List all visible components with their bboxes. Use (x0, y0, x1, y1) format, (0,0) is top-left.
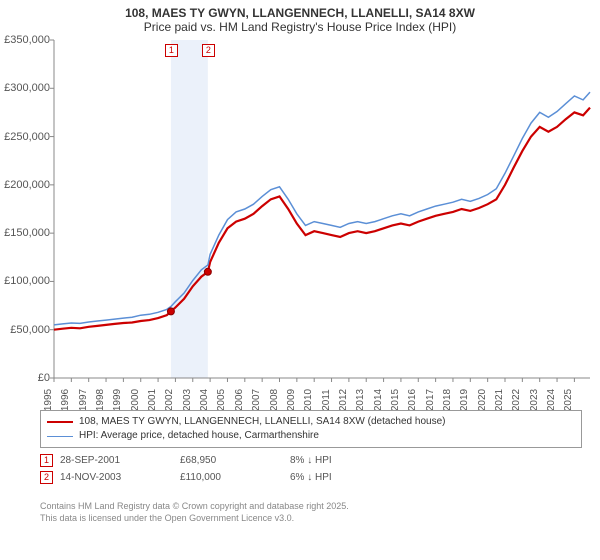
xtick: 2011 (321, 389, 332, 411)
xtick: 2017 (425, 389, 436, 411)
xtick: 2014 (373, 389, 384, 411)
sale-row: 2 14-NOV-2003£110,0006% ↓ HPI (40, 471, 582, 484)
ytick: £50,000 (10, 324, 50, 336)
x-axis: 1995199619971998199920002001200220032004… (54, 378, 590, 400)
sales-table: 1 28-SEP-2001£68,9508% ↓ HPI 2 14-NOV-2003£… (40, 454, 582, 488)
xtick: 2015 (390, 389, 401, 411)
sale-date: 28-SEP-2001 (60, 455, 180, 466)
title-line-1: 108, MAES TY GWYN, LLANGENNECH, LLANELLI… (0, 6, 600, 20)
xtick: 2021 (494, 389, 505, 411)
sale-price: £110,000 (180, 472, 290, 483)
xtick: 2022 (511, 389, 522, 411)
legend-swatch (47, 421, 73, 423)
ytick: £100,000 (4, 275, 50, 287)
footer-line-2: This data is licensed under the Open Gov… (40, 512, 582, 524)
sale-marker-2: 2 (202, 44, 215, 57)
legend-row: HPI: Average price, detached house, Carm… (47, 429, 575, 443)
ytick: £250,000 (4, 131, 50, 143)
sale-price: £68,950 (180, 455, 290, 466)
sale-dot-2 (204, 268, 211, 275)
ytick: £350,000 (4, 34, 50, 46)
sale-row: 1 28-SEP-2001£68,9508% ↓ HPI (40, 454, 582, 467)
sale-marker-1: 1 (165, 44, 178, 57)
legend-swatch (47, 436, 73, 437)
chart-area: £0 £50,000 £100,000 £150,000 £200,000 £250,00… (6, 40, 594, 400)
xtick: 2016 (407, 389, 418, 411)
legend-label: 108, MAES TY GWYN, LLANGENNECH, LLANELLI… (79, 415, 445, 429)
sale-dot-1 (167, 308, 174, 315)
xtick: 2020 (477, 389, 488, 411)
xtick: 2005 (216, 389, 227, 411)
footer-line-1: Contains HM Land Registry data © Crown c… (40, 500, 582, 512)
sale-row-marker: 2 (40, 471, 53, 484)
ytick: £200,000 (4, 179, 50, 191)
xtick: 2001 (147, 389, 158, 411)
ytick: £0 (38, 372, 50, 384)
xtick: 2002 (164, 389, 175, 411)
xtick: 2023 (529, 389, 540, 411)
xtick: 1995 (43, 389, 54, 411)
xtick: 2004 (199, 389, 210, 411)
ytick: £150,000 (4, 227, 50, 239)
xtick: 2010 (303, 389, 314, 411)
xtick: 2019 (459, 389, 470, 411)
footer-attribution: Contains HM Land Registry data © Crown c… (40, 500, 582, 524)
xtick: 2000 (130, 389, 141, 411)
xtick: 2013 (355, 389, 366, 411)
xtick: 2012 (338, 389, 349, 411)
plot-svg (54, 40, 590, 378)
plot-area: 12 (54, 40, 590, 378)
xtick: 1997 (78, 389, 89, 411)
xtick: 2006 (234, 389, 245, 411)
xtick: 1996 (60, 389, 71, 411)
sale-date: 14-NOV-2003 (60, 472, 180, 483)
sale-row-marker: 1 (40, 454, 53, 467)
xtick: 1998 (95, 389, 106, 411)
series-blue (54, 92, 590, 325)
xtick: 2009 (286, 389, 297, 411)
legend: 108, MAES TY GWYN, LLANGENNECH, LLANELLI… (40, 410, 582, 448)
sale-delta: 6% ↓ HPI (290, 472, 400, 483)
legend-label: HPI: Average price, detached house, Carm… (79, 429, 319, 443)
legend-row: 108, MAES TY GWYN, LLANGENNECH, LLANELLI… (47, 415, 575, 429)
chart-title: 108, MAES TY GWYN, LLANGENNECH, LLANELLI… (0, 0, 600, 36)
xtick: 2024 (546, 389, 557, 411)
xtick: 2018 (442, 389, 453, 411)
title-line-2: Price paid vs. HM Land Registry's House … (0, 20, 600, 34)
sale-delta: 8% ↓ HPI (290, 455, 400, 466)
y-axis: £0£50,000£100,000£150,000£200,000£250,00… (6, 40, 54, 378)
series-red (54, 108, 590, 330)
xtick: 1999 (112, 389, 123, 411)
xtick: 2007 (251, 389, 262, 411)
xtick: 2003 (182, 389, 193, 411)
xtick: 2008 (269, 389, 280, 411)
ytick: £300,000 (4, 82, 50, 94)
xtick: 2025 (563, 389, 574, 411)
